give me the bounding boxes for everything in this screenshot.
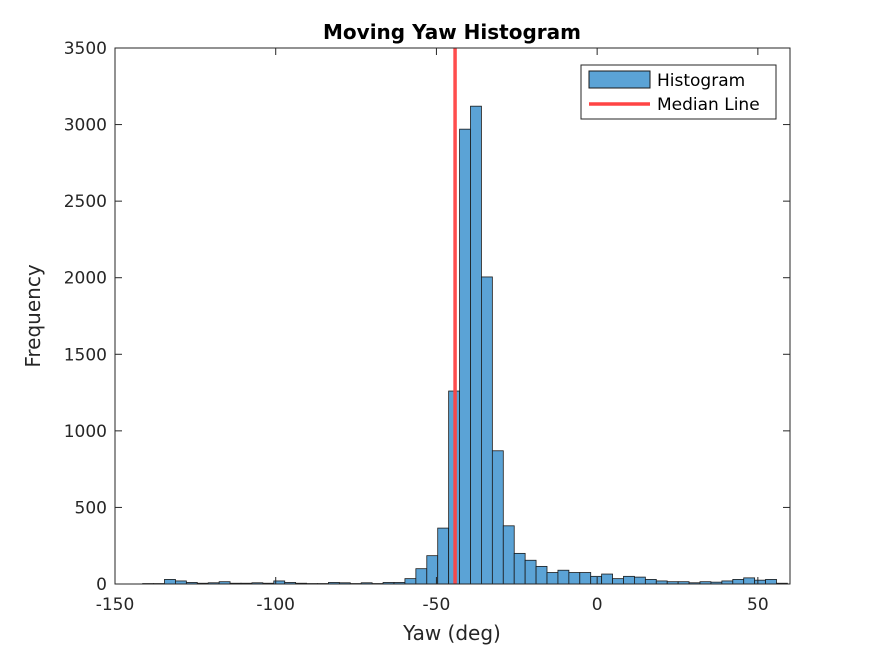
y-tick-label: 3000 [64,116,107,136]
y-tick-label: 2500 [64,192,107,212]
histogram-bar [754,579,766,585]
legend-histogram-swatch [588,70,651,89]
histogram-bar [513,552,526,585]
histogram-bar [557,569,570,585]
histogram-bar [524,559,537,585]
histogram-bar [437,527,450,585]
histogram-bar [459,128,471,585]
histogram-bar [579,572,592,585]
y-tick-label: 1500 [64,345,107,365]
histogram-bar [623,575,635,585]
x-axis-ticks: -150 -100 -50 0 50 [96,48,769,615]
histogram-bar [502,525,515,585]
x-tick-label: -150 [96,595,135,615]
plot-box [114,47,791,585]
y-axis-label: Frequency [21,264,45,367]
histogram-bar [164,579,176,585]
histogram-bars [142,105,788,585]
histogram-bar [732,579,745,585]
histogram-bar [404,578,417,585]
histogram-bar [601,573,613,585]
histogram-bar [644,579,657,585]
histogram-bar [634,576,646,585]
y-tick-label: 1000 [64,422,107,442]
x-tick-label: 0 [592,595,603,615]
chart-title: Moving Yaw Histogram [323,20,581,44]
histogram-bar [470,105,482,585]
x-tick-label: -50 [423,595,451,615]
y-tick-label: 2000 [64,269,107,289]
histogram-bar [415,568,428,585]
histogram-bar [535,565,548,585]
histogram-bar [568,572,581,585]
legend-median-label: Median Line [657,95,760,115]
histogram-bar [491,450,504,585]
legend-histogram-label: Histogram [657,71,745,91]
y-axis-ticks: 0 500 1000 1500 2000 2500 3000 3500 [64,39,790,595]
histogram-bar [612,578,624,585]
y-tick-label: 0 [96,575,107,595]
y-tick-label: 500 [75,498,107,518]
histogram-bar [481,276,493,585]
x-tick-label: -100 [256,595,295,615]
legend: Histogram Median Line [580,64,777,120]
histogram-bar [546,572,559,585]
y-tick-label: 3500 [64,39,107,59]
histogram-bar [765,579,777,585]
x-tick-label: 50 [747,595,769,615]
x-axis-label: Yaw (deg) [402,621,501,645]
histogram-bar [743,577,756,585]
histogram-bar [590,575,603,585]
